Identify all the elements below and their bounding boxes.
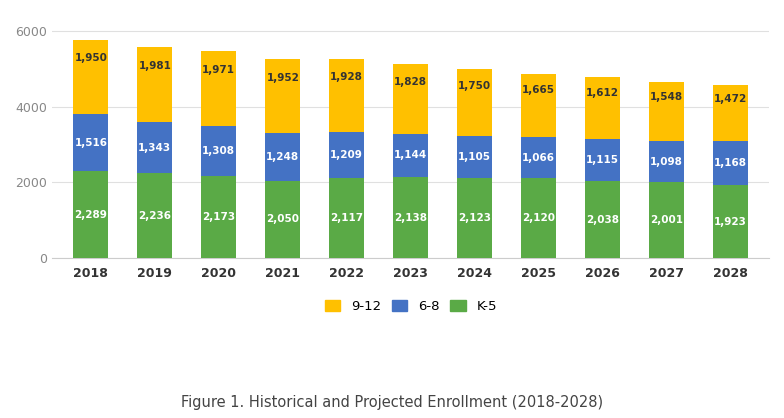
Text: 1,105: 1,105 (458, 152, 492, 162)
Bar (201, 126, 236, 176)
Text: 1,928: 1,928 (330, 72, 363, 82)
Bar (457, 136, 492, 178)
Bar (329, 59, 365, 132)
Bar (201, 51, 236, 126)
Text: 2,050: 2,050 (267, 214, 299, 224)
Text: 2,236: 2,236 (138, 211, 171, 221)
Bar (265, 59, 300, 133)
Bar (329, 132, 365, 178)
Bar (137, 122, 172, 173)
Text: 1,952: 1,952 (267, 73, 299, 83)
Bar (457, 178, 492, 258)
Text: 1,209: 1,209 (330, 150, 363, 160)
Text: 1,950: 1,950 (74, 54, 107, 64)
Bar (585, 77, 620, 139)
Bar (713, 85, 748, 141)
Bar (585, 181, 620, 258)
Bar (201, 176, 236, 258)
Bar (137, 173, 172, 258)
Bar (329, 178, 365, 258)
Text: 1,248: 1,248 (267, 152, 299, 162)
Bar (649, 82, 684, 141)
Bar (521, 178, 557, 258)
Text: 1,308: 1,308 (202, 146, 235, 156)
Text: 1,548: 1,548 (650, 92, 683, 102)
Text: 1,750: 1,750 (458, 81, 492, 91)
Bar (265, 181, 300, 258)
Bar (137, 47, 172, 122)
Text: 2,138: 2,138 (394, 213, 427, 223)
Text: 1,472: 1,472 (714, 94, 747, 104)
Text: 1,066: 1,066 (522, 153, 555, 163)
Bar (521, 74, 557, 138)
Text: 2,038: 2,038 (586, 215, 619, 225)
Text: 1,516: 1,516 (74, 138, 107, 148)
Text: Figure 1. Historical and Projected Enrollment (2018-2028): Figure 1. Historical and Projected Enrol… (181, 395, 603, 410)
Bar (521, 138, 557, 178)
Text: 2,173: 2,173 (202, 212, 235, 222)
Bar (713, 185, 748, 258)
Legend: 9-12, 6-8, K-5: 9-12, 6-8, K-5 (321, 296, 501, 317)
Bar (73, 40, 108, 114)
Text: 1,343: 1,343 (138, 143, 172, 153)
Bar (457, 69, 492, 136)
Bar (393, 177, 428, 258)
Bar (393, 64, 428, 134)
Text: 1,665: 1,665 (522, 85, 555, 95)
Bar (265, 133, 300, 181)
Text: 1,923: 1,923 (714, 217, 747, 227)
Text: 2,001: 2,001 (650, 215, 683, 225)
Text: 2,289: 2,289 (74, 210, 107, 220)
Bar (393, 134, 428, 177)
Text: 2,117: 2,117 (330, 213, 363, 223)
Text: 1,115: 1,115 (586, 155, 619, 165)
Text: 1,098: 1,098 (650, 157, 683, 166)
Bar (73, 171, 108, 258)
Text: 1,168: 1,168 (714, 158, 747, 168)
Bar (649, 141, 684, 182)
Bar (649, 182, 684, 258)
Bar (73, 114, 108, 171)
Bar (585, 139, 620, 181)
Text: 1,971: 1,971 (202, 65, 235, 75)
Text: 1,144: 1,144 (394, 150, 427, 161)
Text: 1,612: 1,612 (586, 88, 619, 98)
Text: 2,120: 2,120 (522, 213, 555, 223)
Text: 1,828: 1,828 (394, 77, 427, 87)
Text: 1,981: 1,981 (138, 61, 171, 71)
Bar (713, 141, 748, 185)
Text: 2,123: 2,123 (458, 213, 492, 223)
